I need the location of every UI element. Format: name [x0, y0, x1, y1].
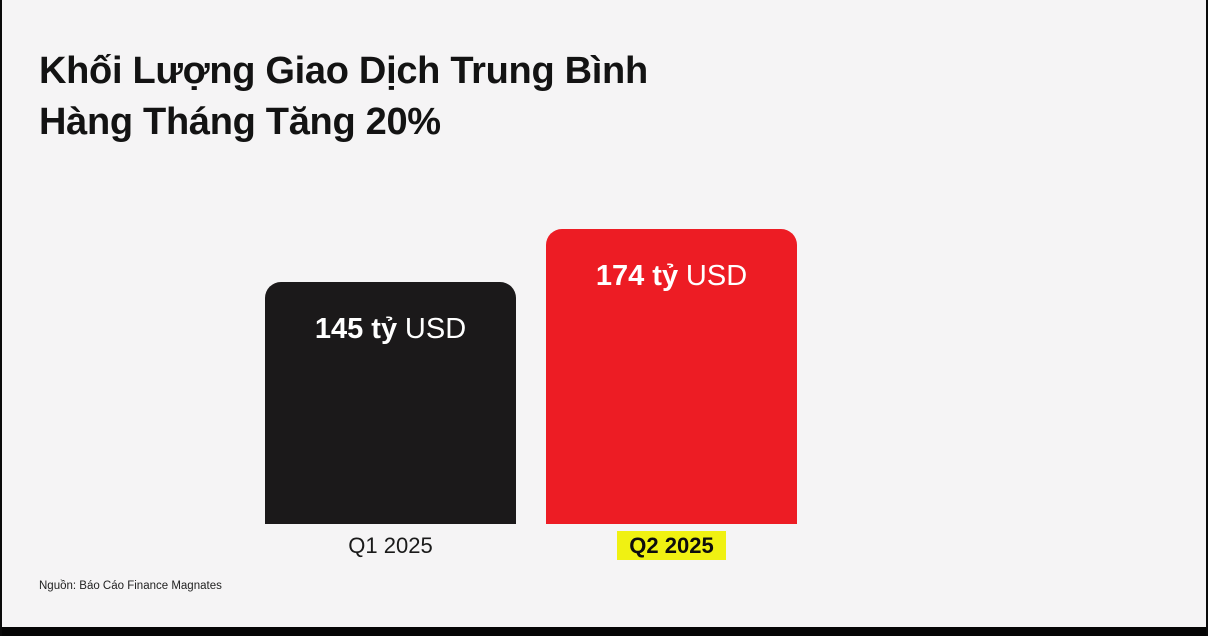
bar-q1-2025: 145 tỷ USD [265, 282, 516, 524]
bar-q1-value-unit: USD [404, 313, 467, 345]
bar-q1-value-label: 145 tỷ USD [265, 313, 516, 346]
bar-q2-value-unit: USD [685, 260, 748, 292]
page-title-line2: Hàng Tháng Tăng 20% [39, 101, 441, 143]
page-title: Khối Lượng Giao Dịch Trung Bình Hàng Thán… [39, 46, 648, 148]
bottom-frame-bar [2, 627, 1206, 636]
bar-q2-value-label: 174 tỷ USD [546, 260, 797, 293]
page-title-line1: Khối Lượng Giao Dịch Trung Bình [39, 50, 648, 92]
axis-label-q1-2025: Q1 2025 [348, 533, 433, 558]
axis-label-q2-2025-wrap: Q2 2025 [546, 531, 797, 560]
bar-q2-value-number: 174 tỷ [595, 260, 679, 292]
source-note: Nguồn: Báo Cáo Finance Magnates [39, 580, 222, 592]
x-axis-labels: Q1 2025 Q2 2025 [265, 531, 797, 560]
bar-chart: 145 tỷ USD 174 tỷ USD [265, 229, 797, 524]
axis-label-q2-2025-highlight: Q2 2025 [617, 531, 726, 560]
bar-q1-value-number: 145 tỷ [314, 313, 398, 345]
bar-q2-2025: 174 tỷ USD [546, 229, 797, 524]
